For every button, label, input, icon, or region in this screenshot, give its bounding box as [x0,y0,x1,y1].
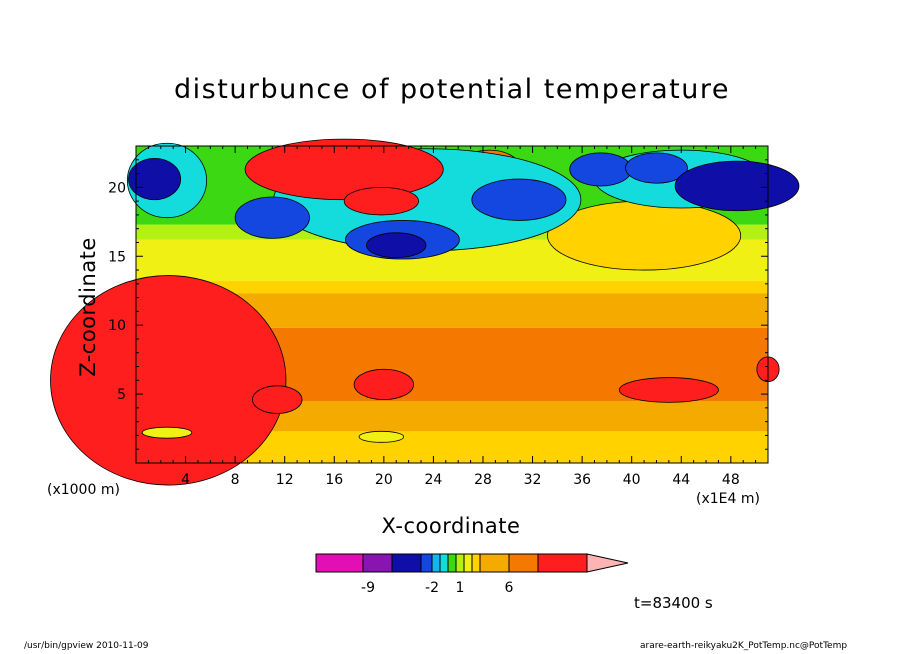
field-blob-0 [50,275,287,486]
colorbar-tick-label-1: -2 [425,580,439,596]
colorbar-segment-7 [455,553,465,573]
footer-right: arare-earth-reikyaku2K_PotTemp.nc@PotTem… [640,641,848,651]
x-tick-label-5: 24 [424,472,442,488]
plot-frame [135,145,769,464]
y-tick-label-2: 15 [108,249,126,265]
x-unit-label: (x1000 m) [47,482,120,498]
field-blob-2 [353,368,414,400]
x-scale-label: (x1E4 m) [696,491,760,507]
footer-left: /usr/bin/gpview 2010-11-09 [24,641,149,651]
colorbar-tick-label-2: 1 [456,580,465,596]
colorbar-tick-label-0: -9 [361,580,375,596]
time-label: t=83400 s [634,594,713,612]
field-blob-16 [625,152,688,184]
field-blob-14 [471,178,567,221]
colorbar-segment-9 [471,553,481,573]
x-tick-label-11: 48 [722,472,740,488]
chart-title: disturbunce of potential temperature [174,74,730,105]
x-tick-label-2: 12 [276,472,294,488]
y-tick-label-3: 20 [108,180,126,196]
colorbar-segment-5 [439,553,449,573]
field-blob-17 [674,160,800,212]
x-tick-label-0: 4 [181,472,190,488]
x-axis-label: X-coordinate [381,514,521,538]
colorbar-segment-2 [391,553,422,573]
colorbar-segment-8 [463,553,473,573]
x-tick-label-7: 32 [524,472,542,488]
colorbar-segment-10 [479,553,510,573]
colorbar-segment-4 [431,553,441,573]
colorbar-segment-11 [508,553,539,573]
field-blob-21 [141,426,193,439]
colorbar-segment-12 [537,553,588,573]
x-tick-label-6: 28 [474,472,492,488]
x-tick-label-1: 8 [231,472,240,488]
field-blob-12 [234,196,310,239]
colorbar-segment-0 [315,553,364,573]
field-blob-15 [569,152,633,187]
colorbar-segment-6 [447,553,457,573]
x-tick-label-10: 44 [672,472,690,488]
x-tick-label-3: 16 [325,472,343,488]
colorbar-tick-label-3: 6 [505,580,514,596]
y-tick-label-1: 10 [108,318,126,334]
field-blob-19 [244,138,444,201]
field-blob-20 [343,186,419,216]
field-blob-3 [618,377,719,403]
y-tick-label-0: 5 [117,387,126,403]
colorbar-segment-1 [362,553,393,573]
x-tick-label-9: 40 [623,472,641,488]
x-tick-label-8: 36 [573,472,591,488]
colorbar-extension [586,553,629,573]
field-blob-11 [128,158,182,201]
colorbar-segment-3 [420,553,433,573]
field-blob-1 [252,385,303,414]
field-blob-18 [366,232,427,259]
field-blob-22 [358,430,405,443]
x-tick-label-4: 20 [375,472,393,488]
y-axis-label: Z-coordinate [76,237,100,377]
field-band-4 [136,281,768,294]
